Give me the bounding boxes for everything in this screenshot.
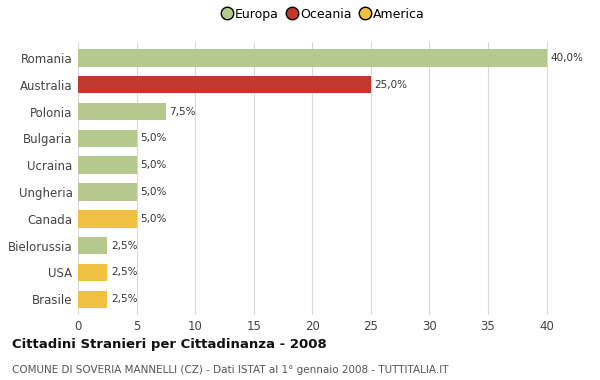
Text: 5,0%: 5,0%	[140, 160, 166, 170]
Text: 5,0%: 5,0%	[140, 133, 166, 143]
Text: 25,0%: 25,0%	[374, 80, 407, 90]
Bar	[78, 237, 107, 254]
Bar	[78, 157, 137, 174]
Bar	[78, 183, 137, 201]
Text: 5,0%: 5,0%	[140, 187, 166, 197]
Bar	[78, 264, 107, 281]
Bar	[78, 291, 107, 308]
Text: 40,0%: 40,0%	[550, 53, 583, 63]
Text: Cittadini Stranieri per Cittadinanza - 2008: Cittadini Stranieri per Cittadinanza - 2…	[12, 338, 327, 351]
Bar	[78, 49, 547, 66]
Text: 2,5%: 2,5%	[111, 294, 137, 304]
Bar	[78, 130, 137, 147]
Legend: Europa, Oceania, America: Europa, Oceania, America	[220, 4, 428, 25]
Bar	[78, 76, 371, 93]
Text: 5,0%: 5,0%	[140, 214, 166, 224]
Bar	[78, 210, 137, 228]
Text: 7,5%: 7,5%	[169, 106, 196, 117]
Text: 2,5%: 2,5%	[111, 241, 137, 251]
Text: COMUNE DI SOVERIA MANNELLI (CZ) - Dati ISTAT al 1° gennaio 2008 - TUTTITALIA.IT: COMUNE DI SOVERIA MANNELLI (CZ) - Dati I…	[12, 365, 449, 375]
Text: 2,5%: 2,5%	[111, 268, 137, 277]
Bar	[78, 103, 166, 120]
